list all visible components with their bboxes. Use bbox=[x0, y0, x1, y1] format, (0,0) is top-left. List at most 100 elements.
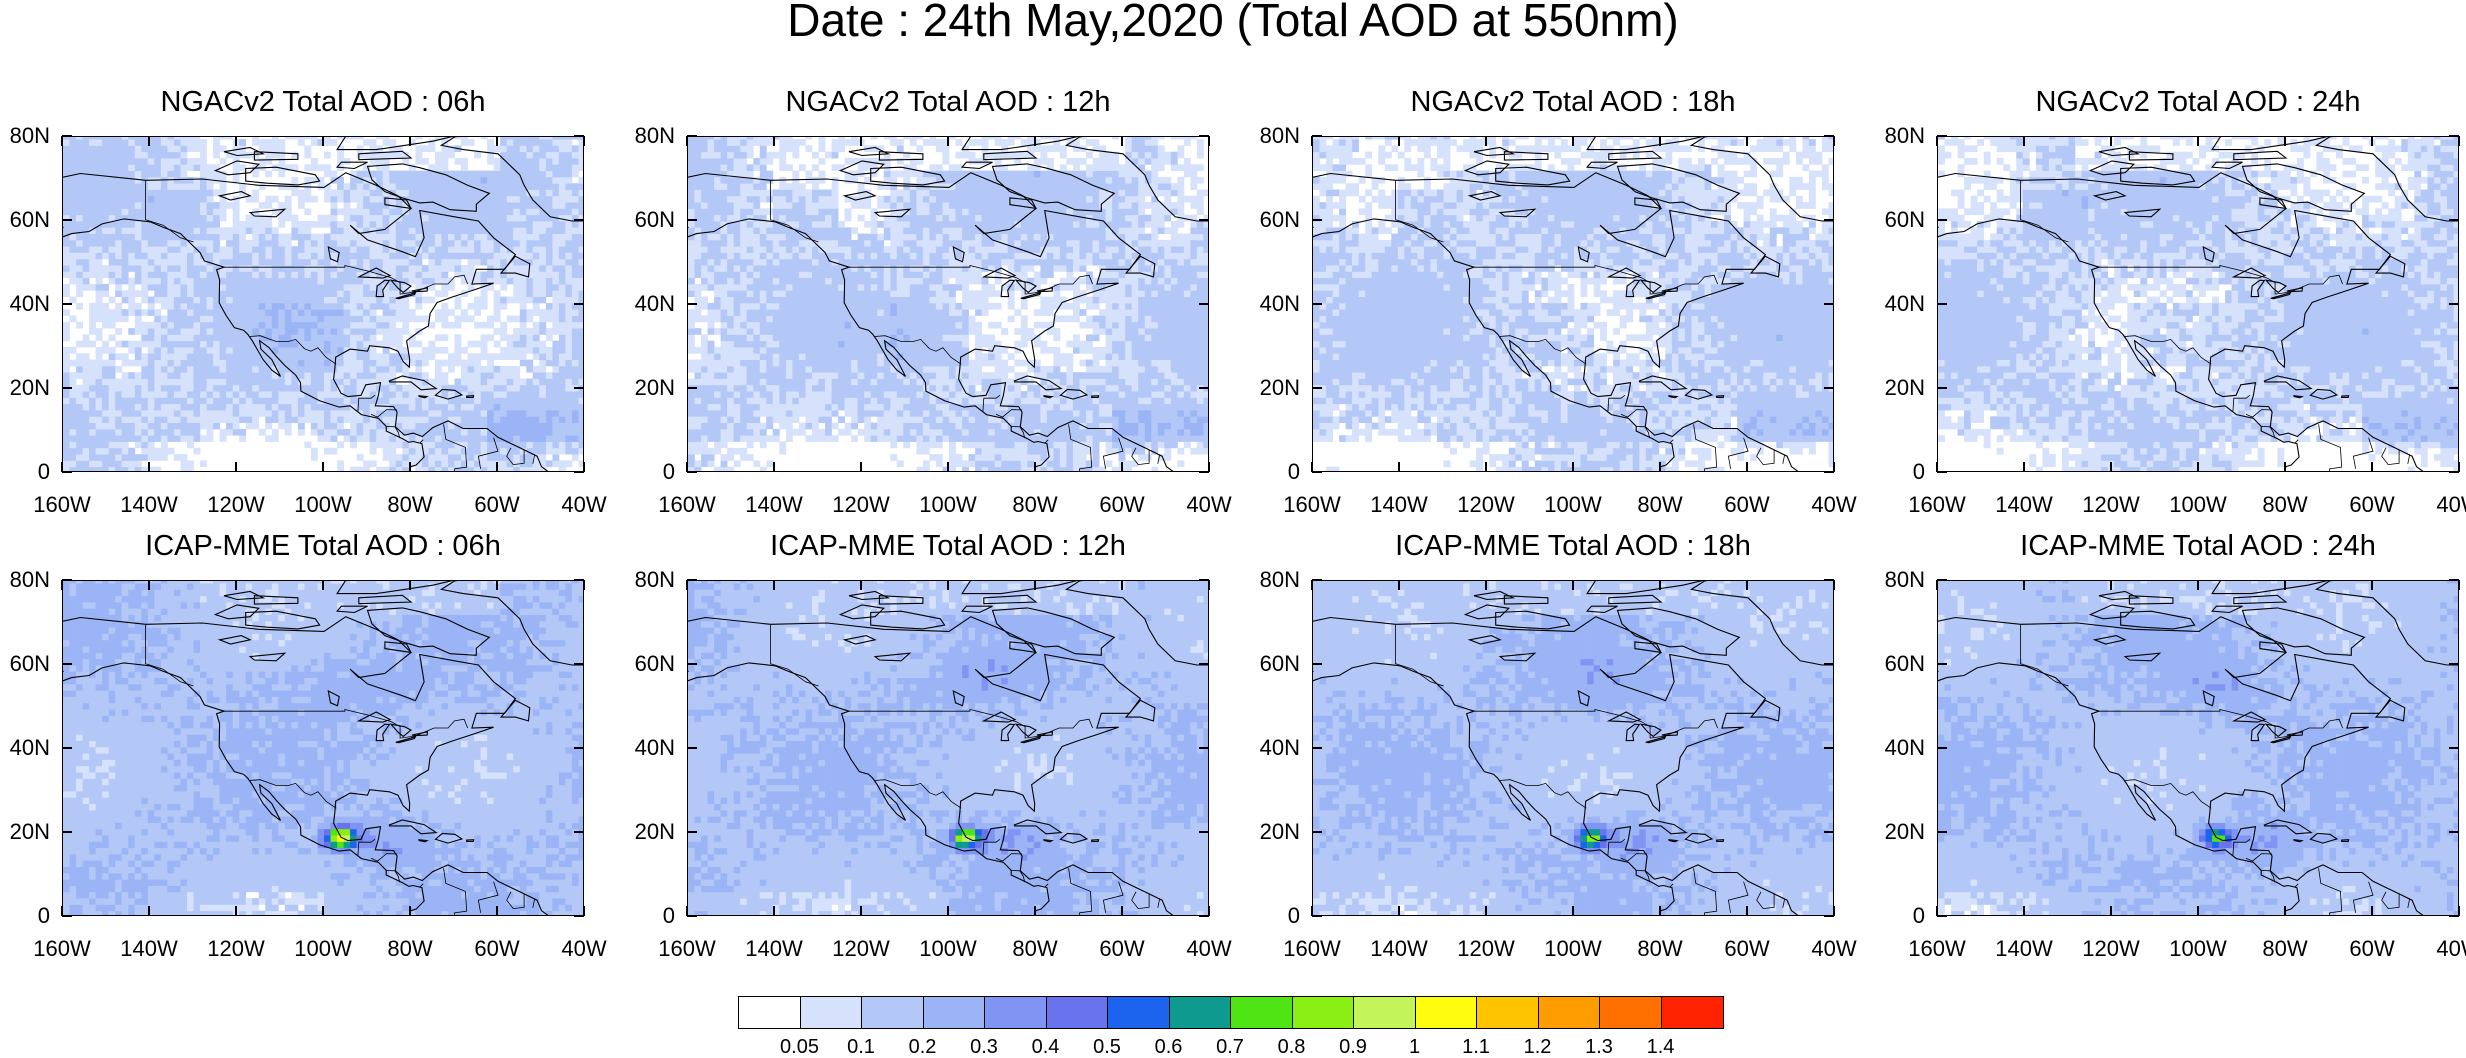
tick-mark bbox=[687, 303, 697, 305]
tick-mark bbox=[2458, 462, 2460, 472]
lat-tick-label: 20N bbox=[1885, 377, 1925, 399]
tick-mark bbox=[1659, 906, 1661, 916]
tick-mark bbox=[687, 219, 697, 221]
colorbar-label: 1.3 bbox=[1569, 1036, 1629, 1058]
aod-map bbox=[1937, 136, 2459, 472]
lon-tick-label: 140W bbox=[109, 494, 189, 516]
colorbar-swatch bbox=[984, 996, 1047, 1029]
tick-mark bbox=[62, 303, 72, 305]
colorbar-label: 0.5 bbox=[1077, 1036, 1137, 1058]
lon-tick-label: 140W bbox=[734, 494, 814, 516]
lon-tick-label: 160W bbox=[22, 494, 102, 516]
tick-mark bbox=[2371, 462, 2373, 472]
colorbar-label: 1 bbox=[1385, 1036, 1445, 1058]
lat-tick-label: 20N bbox=[1885, 821, 1925, 843]
lon-tick-label: 40W bbox=[1794, 494, 1874, 516]
lon-tick-label: 60W bbox=[1707, 494, 1787, 516]
tick-mark bbox=[1659, 136, 1661, 146]
tick-mark bbox=[61, 136, 63, 146]
tick-mark bbox=[687, 915, 697, 917]
lon-tick-label: 40W bbox=[2419, 938, 2466, 960]
aod-field bbox=[1313, 137, 1834, 472]
lat-tick-label: 60N bbox=[1260, 653, 1300, 675]
tick-mark bbox=[1937, 219, 1947, 221]
figure-title: Date : 24th May,2020 (Total AOD at 550nm… bbox=[0, 0, 2466, 48]
tick-mark bbox=[496, 906, 498, 916]
lon-tick-label: 120W bbox=[821, 494, 901, 516]
lon-tick-label: 160W bbox=[22, 938, 102, 960]
lon-tick-label: 80W bbox=[995, 494, 1075, 516]
tick-mark bbox=[1659, 580, 1661, 590]
aod-field bbox=[63, 581, 584, 916]
tick-mark bbox=[1034, 462, 1036, 472]
lon-tick-label: 100W bbox=[283, 938, 363, 960]
tick-mark bbox=[860, 136, 862, 146]
tick-mark bbox=[62, 219, 72, 221]
lon-tick-label: 80W bbox=[2245, 494, 2325, 516]
tick-mark bbox=[409, 906, 411, 916]
colorbar-swatch bbox=[1353, 996, 1416, 1029]
lat-tick-label: 80N bbox=[1885, 569, 1925, 591]
lat-tick-label: 60N bbox=[1260, 209, 1300, 231]
lat-tick-label: 40N bbox=[1885, 737, 1925, 759]
lon-tick-label: 140W bbox=[109, 938, 189, 960]
tick-mark bbox=[773, 136, 775, 146]
lon-tick-label: 40W bbox=[1794, 938, 1874, 960]
tick-mark bbox=[2449, 747, 2459, 749]
lon-tick-label: 160W bbox=[1897, 938, 1977, 960]
tick-mark bbox=[1833, 906, 1835, 916]
panel-title: NGACv2 Total AOD : 24h bbox=[1877, 84, 2466, 120]
lon-tick-label: 80W bbox=[995, 938, 1075, 960]
lon-tick-label: 120W bbox=[1446, 494, 1526, 516]
colorbar-swatch bbox=[1230, 996, 1293, 1029]
panel-title: NGACv2 Total AOD : 18h bbox=[1252, 84, 1894, 120]
lat-tick-label: 40N bbox=[1885, 293, 1925, 315]
colorbar-label: 0.05 bbox=[770, 1036, 830, 1058]
aod-field bbox=[63, 137, 584, 472]
tick-mark bbox=[2197, 136, 2199, 146]
lon-tick-label: 60W bbox=[2332, 494, 2412, 516]
tick-mark bbox=[1312, 915, 1322, 917]
tick-mark bbox=[1398, 906, 1400, 916]
lat-tick-label: 60N bbox=[1885, 209, 1925, 231]
lon-tick-label: 100W bbox=[283, 494, 363, 516]
colorbar-swatch bbox=[800, 996, 863, 1029]
lon-tick-label: 60W bbox=[1082, 494, 1162, 516]
colorbar-swatch bbox=[923, 996, 986, 1029]
tick-mark bbox=[687, 387, 697, 389]
lon-tick-label: 40W bbox=[1169, 938, 1249, 960]
lat-tick-label: 80N bbox=[10, 125, 50, 147]
tick-mark bbox=[1311, 580, 1313, 590]
lon-tick-label: 80W bbox=[1620, 494, 1700, 516]
tick-mark bbox=[686, 136, 688, 146]
lon-tick-label: 80W bbox=[370, 938, 450, 960]
tick-mark bbox=[2197, 462, 2199, 472]
tick-mark bbox=[2458, 906, 2460, 916]
tick-mark bbox=[947, 136, 949, 146]
colorbar-swatch bbox=[861, 996, 924, 1029]
tick-mark bbox=[2110, 136, 2112, 146]
tick-mark bbox=[687, 579, 697, 581]
lat-tick-label: 60N bbox=[635, 209, 675, 231]
tick-mark bbox=[574, 219, 584, 221]
tick-mark bbox=[1312, 663, 1322, 665]
tick-mark bbox=[2110, 462, 2112, 472]
tick-mark bbox=[2449, 303, 2459, 305]
tick-mark bbox=[1312, 579, 1322, 581]
tick-mark bbox=[1312, 831, 1322, 833]
lon-tick-label: 100W bbox=[908, 938, 988, 960]
tick-mark bbox=[1121, 136, 1123, 146]
lon-tick-label: 120W bbox=[1446, 938, 1526, 960]
lat-tick-label: 0 bbox=[663, 905, 675, 927]
tick-mark bbox=[1034, 580, 1036, 590]
colorbar-label: 0.9 bbox=[1323, 1036, 1383, 1058]
colorbar-label: 0.8 bbox=[1262, 1036, 1322, 1058]
tick-mark bbox=[1572, 462, 1574, 472]
tick-mark bbox=[1312, 747, 1322, 749]
lon-tick-label: 60W bbox=[457, 938, 537, 960]
tick-mark bbox=[1833, 136, 1835, 146]
tick-mark bbox=[62, 747, 72, 749]
tick-mark bbox=[2197, 906, 2199, 916]
panel-title: NGACv2 Total AOD : 12h bbox=[627, 84, 1269, 120]
